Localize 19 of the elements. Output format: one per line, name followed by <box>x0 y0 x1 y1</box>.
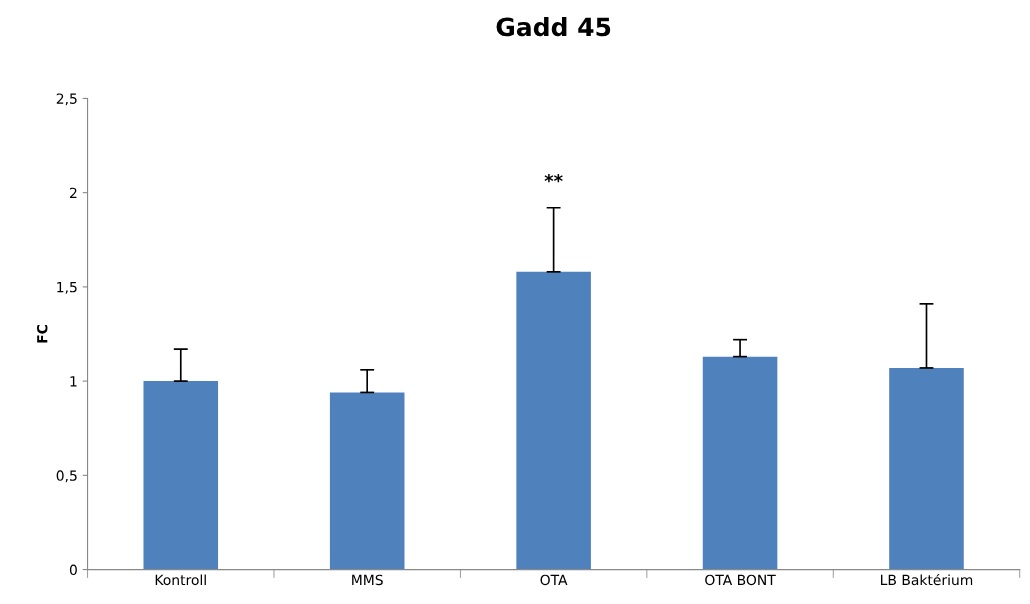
y-tick-label: 1 <box>70 376 77 387</box>
y-tick-label: 1,5 <box>57 282 77 294</box>
chart-title: Gadd 45 <box>496 16 611 37</box>
bar <box>702 356 778 570</box>
y-tick-label: 0,5 <box>56 470 77 483</box>
y-tick-label: 2 <box>70 187 77 198</box>
annotation: ** <box>544 173 563 183</box>
y-tick-label: 0 <box>69 564 77 576</box>
bar <box>889 367 964 570</box>
x-tick-label: OTA <box>540 574 568 586</box>
y-tick-label: 2,5 <box>56 93 77 106</box>
bar <box>329 392 405 570</box>
x-tick-label: OTA BONT <box>705 574 776 586</box>
x-tick-label: LB Baktérium <box>881 573 973 586</box>
bar <box>516 271 591 570</box>
x-tick-label: Kontroll <box>155 574 206 586</box>
bar <box>143 381 219 570</box>
y-axis-title: FC <box>36 325 48 343</box>
x-tick-label: MMS <box>352 574 383 586</box>
